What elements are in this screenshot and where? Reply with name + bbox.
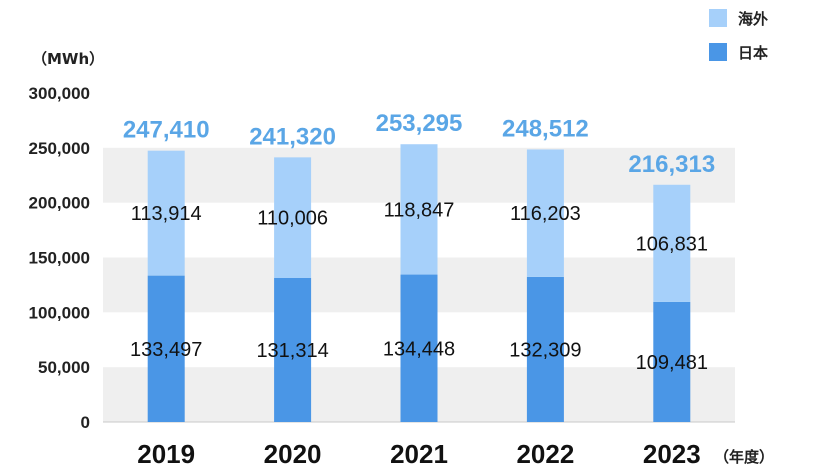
segment-value-label: 106,831 xyxy=(636,233,708,255)
x-tick-label: 2023 xyxy=(643,439,701,469)
total-value-label: 216,313 xyxy=(628,151,715,178)
legend-swatch-japan xyxy=(709,43,727,61)
bar-segment-overseas xyxy=(147,150,185,276)
bars xyxy=(147,144,691,422)
legend-swatch-overseas xyxy=(709,9,727,27)
bar-segment-overseas xyxy=(653,184,691,302)
bar-segment-overseas xyxy=(526,149,564,277)
y-tick-label: 150,000 xyxy=(29,249,90,268)
x-tick-label: 2019 xyxy=(137,439,195,469)
bar-segment-japan xyxy=(274,277,312,422)
bar-segment-overseas xyxy=(400,144,438,275)
total-value-label: 241,320 xyxy=(249,123,336,150)
segment-value-label: 132,309 xyxy=(509,339,581,361)
segment-value-label: 109,481 xyxy=(636,352,708,374)
x-axis-unit-label: （年度） xyxy=(714,448,774,466)
y-tick-label: 0 xyxy=(81,413,90,432)
legend-label-japan: 日本 xyxy=(738,44,768,62)
y-tick-label: 200,000 xyxy=(29,194,90,213)
y-tick-label: 250,000 xyxy=(29,139,90,158)
total-value-label: 253,295 xyxy=(376,110,463,137)
legend-label-overseas: 海外 xyxy=(738,10,768,28)
legend: 海外 日本 xyxy=(709,9,768,62)
segment-value-label: 113,914 xyxy=(131,203,202,225)
x-axis-categories: 2019 2020 2021 2022 2023 xyxy=(137,439,700,469)
total-value-label: 247,410 xyxy=(123,117,210,144)
bar-segment-overseas xyxy=(274,157,312,278)
segment-labels: 133,497 113,914 131,314 110,006 134,448 118,8… xyxy=(130,199,708,374)
segment-value-label: 110,006 xyxy=(257,208,328,230)
bar-segment-japan xyxy=(653,301,691,422)
bar-segment-japan xyxy=(400,274,438,422)
bar-segment-japan xyxy=(526,276,564,422)
segment-value-label: 131,314 xyxy=(256,340,328,362)
x-tick-label: 2021 xyxy=(390,439,448,469)
y-tick-label: 300,000 xyxy=(29,84,90,103)
segment-value-label: 133,497 xyxy=(130,339,202,361)
total-labels: 247,410 241,320 253,295 248,512 216,313 xyxy=(123,110,715,178)
y-tick-label: 50,000 xyxy=(38,358,90,377)
segment-value-label: 134,448 xyxy=(383,338,455,360)
total-value-label: 248,512 xyxy=(502,115,589,142)
y-axis-ticks: 0 50,000 100,000 150,000 200,000 250,000 300,0… xyxy=(29,84,90,432)
x-tick-label: 2022 xyxy=(516,439,574,469)
segment-value-label: 118,847 xyxy=(384,199,455,221)
bar-segment-japan xyxy=(147,275,185,422)
segment-value-label: 116,203 xyxy=(510,203,581,225)
x-tick-label: 2020 xyxy=(264,439,322,469)
y-tick-label: 100,000 xyxy=(29,303,90,322)
y-axis-unit-label: （MWh） xyxy=(32,50,104,68)
